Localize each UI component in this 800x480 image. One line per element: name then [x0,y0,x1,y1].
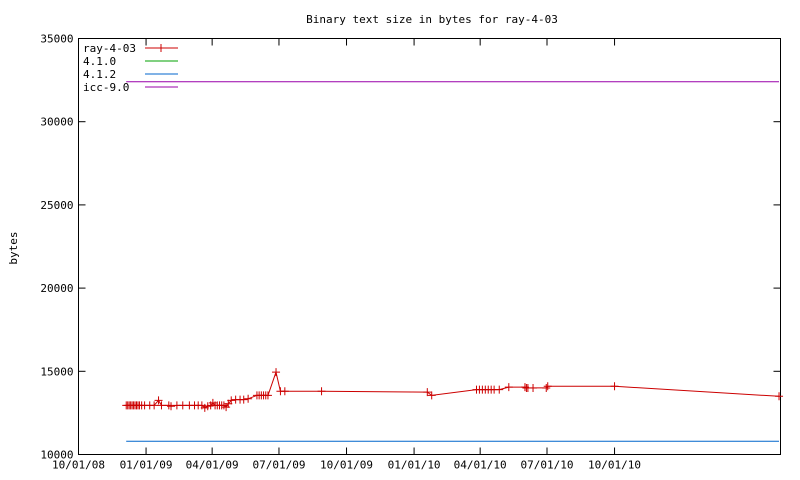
x-tick-label: 01/01/10 [388,459,441,472]
data-point [543,382,552,391]
y-axis-label: bytes [7,231,20,264]
series-group [122,81,784,442]
y-tick-label: 30000 [40,116,73,129]
y-tick-label: 15000 [40,365,73,378]
legend-label: 4.1.0 [83,55,116,68]
y-tick-label: 10000 [40,449,73,462]
data-point [280,387,289,396]
data-point [504,383,513,392]
y-tick-label: 25000 [40,199,73,212]
data-point [423,388,432,397]
data-point [222,403,231,412]
y-axis-ticks: 10000 15000 20000 25000 30000 35000 [40,33,781,462]
chart-title: Binary text size in bytes for ray-4-03 [306,13,558,26]
x-tick-label: 01/01/09 [120,459,173,472]
legend-label: 4.1.2 [83,68,116,81]
x-axis-ticks: 10/01/08 01/01/09 04/01/09 07/01/09 10/01/09… [52,38,641,472]
data-point [272,368,281,377]
x-tick-label: 07/01/09 [252,459,305,472]
data-point [244,394,253,403]
data-point [239,395,248,404]
data-point [164,401,173,410]
x-tick-label: 04/01/09 [186,459,239,472]
x-tick-label: 10/01/09 [320,459,373,472]
legend-label: ray-4-03 [83,42,136,55]
data-point [227,396,236,405]
data-point [610,382,619,391]
plot-frame [78,38,781,455]
x-tick-label: 10/01/10 [588,459,641,472]
data-point [154,396,163,405]
data-point [263,391,272,400]
data-point [542,383,551,392]
data-point [317,387,326,396]
data-point [529,383,538,392]
data-point [427,391,436,400]
y-tick-label: 20000 [40,282,73,295]
data-point [167,402,176,411]
legend-label: icc-9.0 [83,81,129,94]
legend-marker [157,44,165,52]
y-tick-label: 35000 [40,33,73,46]
x-tick-label: 07/01/10 [520,459,573,472]
data-point [219,401,228,410]
x-tick-label: 04/01/10 [454,459,507,472]
data-point [157,401,166,410]
x-tick-label: 10/01/08 [52,459,105,472]
data-point [775,392,784,401]
data-point [150,401,159,410]
data-point [495,385,504,394]
